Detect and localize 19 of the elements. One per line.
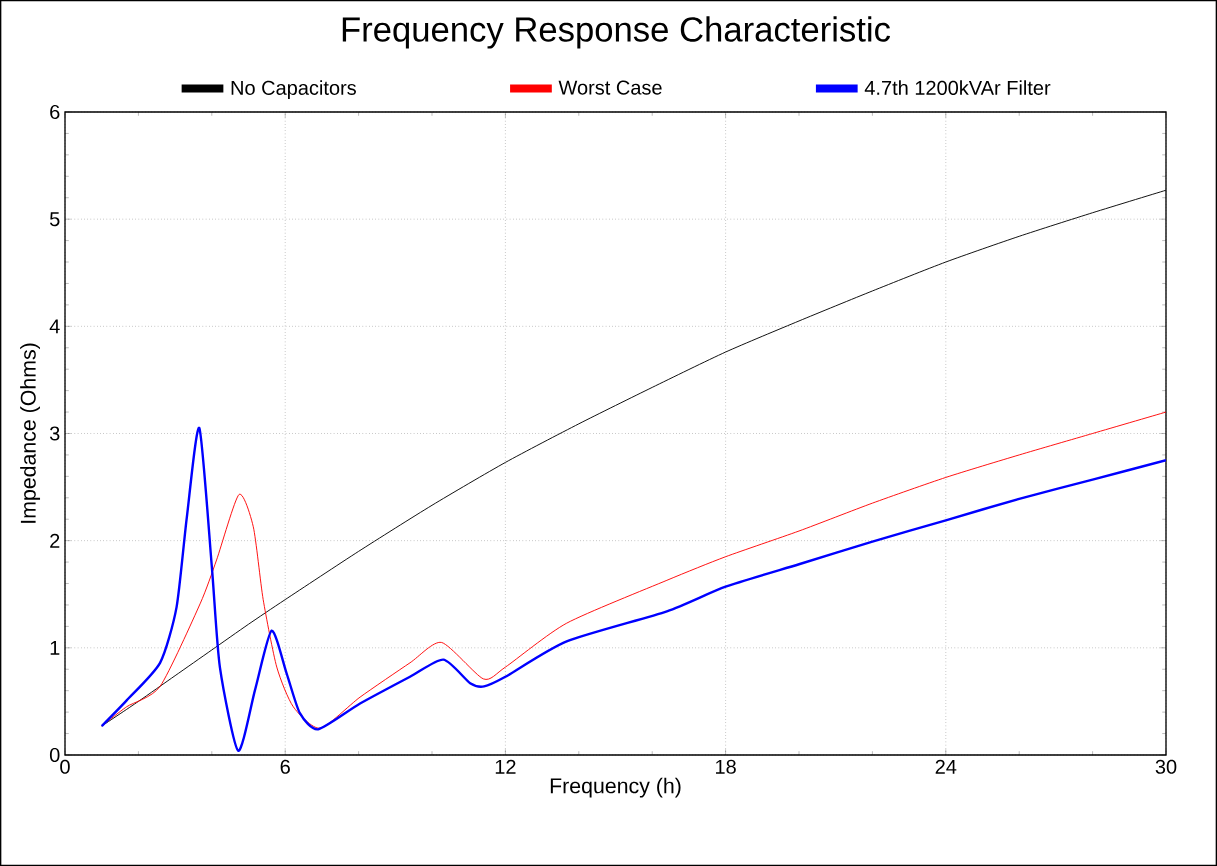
x-axis-title: Frequency (h)	[550, 777, 681, 798]
legend-label: No Capacitors	[231, 80, 356, 99]
y-tick-label: 1	[50, 640, 60, 655]
y-tick-label: 4	[49, 319, 60, 334]
x-tick-label: 0	[60, 759, 70, 774]
legend-label: Worst Case	[558, 80, 662, 95]
y-tick-label: 3	[49, 426, 60, 441]
x-tick-label: 6	[280, 759, 290, 774]
y-tick-label: 5	[49, 212, 60, 227]
y-tick-label: 0	[49, 747, 60, 763]
x-tick-label: 18	[716, 759, 736, 774]
x-tick-label: 30	[1155, 759, 1177, 774]
x-tick-label: 12	[495, 759, 516, 774]
y-tick-label: 2	[50, 533, 60, 548]
chart-title: Frequency Response Characteristic	[342, 16, 891, 49]
x-tick-label: 24	[935, 759, 957, 774]
y-tick-label: 6	[50, 104, 60, 120]
y-axis-title: Impedance (Ohms)	[20, 343, 41, 523]
legend-label: 4.7th 1200kVAr Filter	[864, 80, 1051, 95]
